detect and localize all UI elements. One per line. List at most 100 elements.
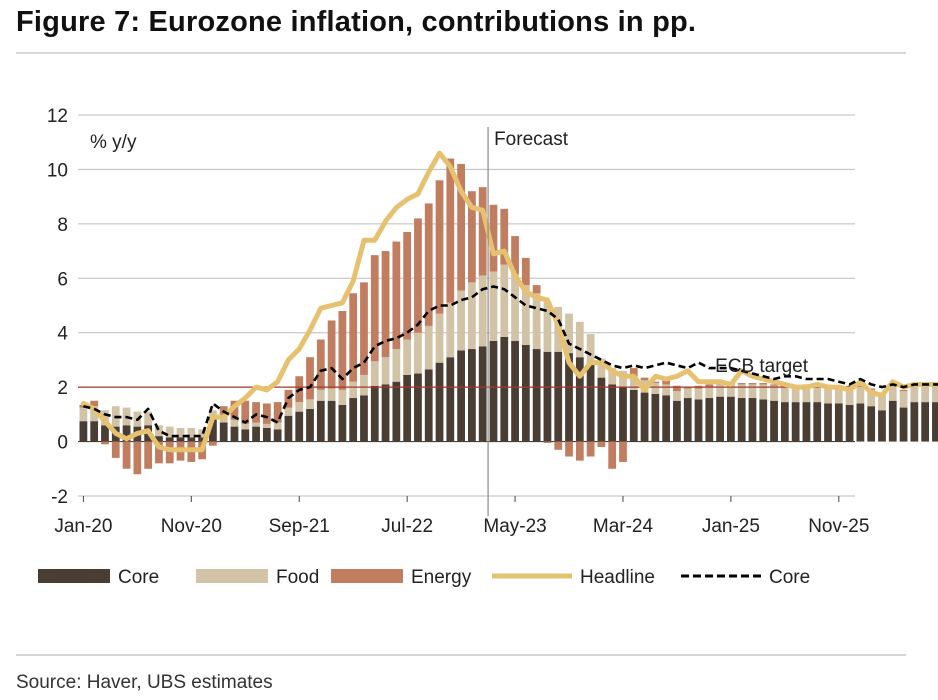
bar-food [230,419,239,427]
bar-food [338,389,347,405]
bar-core [424,369,433,442]
legend-energy-bar-label: Energy [411,567,472,588]
bar-food [284,407,293,416]
bar-food [90,406,99,422]
bar-food [327,388,336,401]
bar-core [705,398,714,442]
x-tick-label: Nov-25 [808,516,869,537]
legend-core-bar-label: Core [118,567,159,588]
bar-core [856,403,865,442]
bar-food [489,271,498,341]
bar-food [932,384,938,403]
bar-food [468,282,476,350]
bar-energy [101,441,109,445]
x-tick-label: Nov-20 [161,516,222,537]
bar-energy [273,402,282,423]
y-tick-label: 12 [47,106,68,127]
y-tick-label: -2 [51,487,68,508]
bar-food [79,407,88,422]
bar-energy [144,441,153,469]
bar-core [608,384,617,442]
bar-energy [133,441,142,475]
bar-energy [748,383,757,385]
bar-energy [759,383,768,385]
bar-food [316,389,325,401]
bar-core [586,364,595,442]
top-rule [16,52,906,54]
bar-food [478,275,487,347]
bar-energy [424,203,433,326]
bar-core [867,406,876,442]
bar-food [446,302,455,358]
bar-food [586,334,595,365]
bar-energy [899,389,908,392]
bar-core [230,426,239,442]
bar-core [737,398,746,442]
bar-core [899,407,908,442]
bar-food [500,264,509,337]
bar-food [845,387,854,405]
bar-core [360,395,368,442]
figure-title: Figure 7: Eurozone inflation, contributi… [16,6,697,38]
core-line [83,285,938,438]
bar-core [716,396,724,442]
bar-food [165,426,174,438]
legend-food-bar-swatch [196,569,268,583]
bar-core [640,392,649,442]
bar-energy [629,368,638,377]
bar-food [694,388,703,400]
bar-core [824,403,832,442]
bar-food [392,349,401,382]
bar-food [629,376,638,390]
bar-core [316,400,325,442]
legend-core-bar-swatch [38,569,110,583]
bar-core [910,402,919,442]
bar-food [619,370,627,388]
bar-core [403,374,412,442]
lines-layer [80,150,938,453]
bar-food [262,423,271,428]
bar-core [489,340,498,442]
bar-core [446,357,455,442]
bar-food [673,391,681,401]
x-tick-label: Jan-25 [702,516,760,537]
bar-core [813,402,822,442]
bar-food [187,427,196,438]
legend-core-dashed-line-label: Core [769,567,810,588]
bar-food [867,389,876,407]
bar-energy [360,282,368,375]
bar-core [521,344,530,442]
bar-food [824,387,832,404]
bar-energy [262,403,271,424]
bar-energy [521,257,530,286]
bar-food [727,384,735,397]
bar-energy [457,163,465,291]
y-tick-label: 10 [47,160,68,181]
bar-energy [392,241,401,350]
bar-core [673,400,681,442]
bar-food [295,402,304,412]
bar-food [791,387,800,403]
bar-food [155,425,163,437]
bar-food [856,387,865,404]
bar-food [651,383,660,394]
bar-core [306,408,314,442]
bar-core [683,398,692,442]
bar-food [683,388,692,399]
bar-food [662,384,671,396]
bar-food [705,387,714,399]
bar-energy [608,441,617,469]
bar-energy [306,357,314,400]
bar-energy [673,385,681,392]
bar-food [349,381,358,399]
bar-core [759,399,768,442]
bar-food [381,357,390,385]
bar-core [651,393,660,442]
bar-core [727,396,735,442]
bar-energy [316,339,325,390]
bar-energy [155,441,163,464]
bar-core [262,427,271,442]
bar-food [403,339,412,375]
bar-food [144,411,153,426]
bar-energy [770,384,778,386]
